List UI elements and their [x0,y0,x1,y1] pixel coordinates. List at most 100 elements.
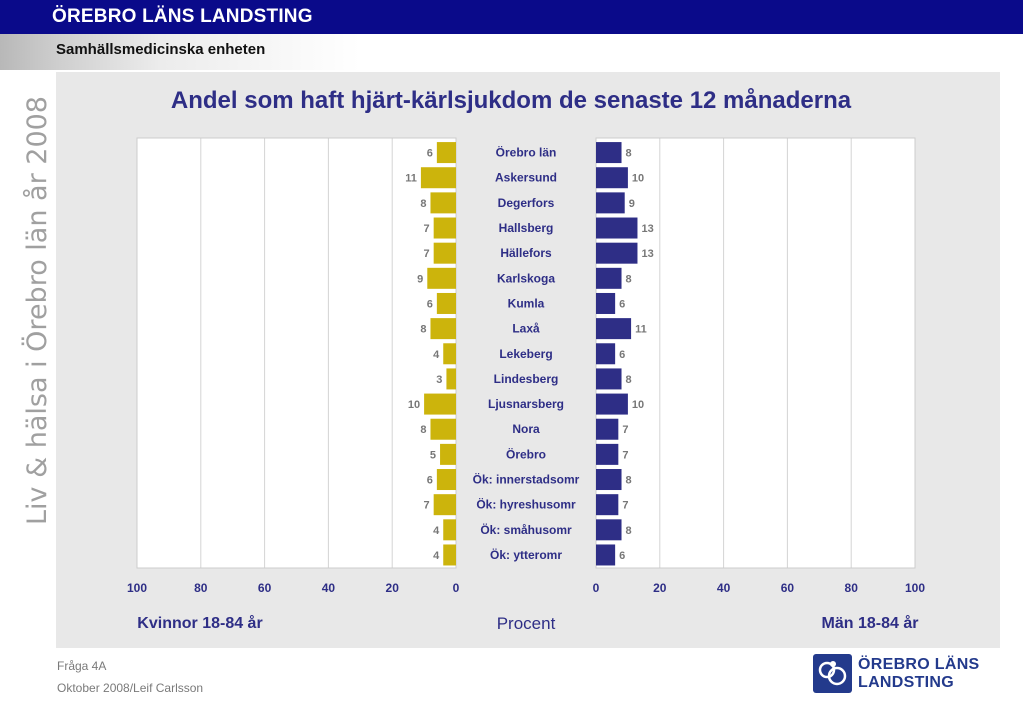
unit-title: Samhällsmedicinska enheten [56,41,266,58]
category-label: Lekeberg [499,347,552,361]
bar-women [443,519,456,541]
data-label-women: 9 [417,273,423,285]
data-label-men: 6 [619,349,625,361]
data-label-men: 8 [626,475,632,487]
data-label-women: 4 [433,349,440,361]
tick-label-men: 20 [653,581,667,595]
header-bar: ÖREBRO LÄNS LANDSTING [0,0,1023,34]
category-label: Karlskoga [497,271,555,285]
bar-men [596,318,632,340]
category-label: Örebro län [496,145,557,160]
tick-label-women: 20 [386,581,400,595]
footer-question: Fråga 4A [57,659,107,673]
category-label: Hällefors [500,246,552,260]
data-label-women: 7 [424,223,430,235]
data-label-men: 10 [632,399,644,411]
data-label-women: 4 [433,525,440,537]
bar-men [596,393,628,415]
tick-label-women: 60 [258,581,272,595]
bar-men [596,217,638,239]
data-label-men: 11 [635,324,647,336]
logo-line-1: ÖREBRO LÄNS [858,656,980,673]
data-label-women: 8 [420,198,426,210]
data-label-women: 6 [427,475,433,487]
data-label-men: 8 [626,525,632,537]
data-label-men: 6 [619,550,625,562]
data-label-men: 7 [622,424,628,436]
category-label: Askersund [495,171,557,185]
bar-women [436,142,456,164]
data-label-men: 9 [629,198,635,210]
category-label: Nora [512,422,540,436]
logo-mark [813,654,852,693]
data-label-women: 8 [420,324,426,336]
x-axis-label: Procent [497,614,556,633]
data-label-men: 8 [626,374,632,386]
plot-area-men [596,138,915,568]
data-label-men: 6 [619,298,625,310]
bar-women [440,443,456,465]
bar-women [424,393,456,415]
category-label: Ök: innerstadsomr [473,472,580,487]
category-label: Örebro [506,446,546,461]
tick-label-men: 100 [905,581,925,595]
category-label: Hallsberg [499,221,554,235]
bar-men [596,242,638,264]
bar-women [436,292,456,314]
bar-women [433,217,456,239]
bar-women [430,418,456,440]
chart-title: Andel som haft hjärt-kärlsjukdom de sena… [171,87,852,114]
category-label: Kumla [508,296,545,310]
category-label: Degerfors [498,196,555,210]
category-label: Ök: ytteromr [490,547,562,562]
bar-men [596,469,622,491]
bar-women [427,267,456,289]
legend-men: Män 18-84 år [822,614,919,632]
data-label-women: 6 [427,298,433,310]
category-label: Ök: småhusomr [480,522,572,537]
tick-label-women: 0 [453,581,460,595]
org-title: ÖREBRO LÄNS LANDSTING [52,6,313,27]
category-label: Ök: hyreshusomr [476,497,576,512]
bar-men [596,292,616,314]
plot-area-women [137,138,456,568]
data-label-women: 8 [420,424,426,436]
bar-men [596,343,616,365]
bar-women [443,544,456,566]
data-label-men: 8 [626,148,632,160]
data-label-women: 10 [408,399,420,411]
bar-men [596,167,628,189]
bar-women [420,167,456,189]
tick-label-men: 80 [845,581,859,595]
data-label-women: 3 [436,374,442,386]
tick-label-men: 60 [781,581,795,595]
bar-men [596,142,622,164]
bar-women [430,318,456,340]
data-label-women: 4 [433,550,440,562]
tick-label-women: 100 [127,581,147,595]
data-label-men: 13 [641,248,653,260]
data-label-women: 6 [427,148,433,160]
bar-men [596,494,619,516]
data-label-women: 11 [405,173,417,185]
logo-symbol-icon [818,661,847,686]
legend-women: Kvinnor 18-84 år [137,614,262,632]
data-label-men: 8 [626,273,632,285]
data-label-women: 7 [424,248,430,260]
data-label-men: 10 [632,173,644,185]
bar-men [596,192,625,214]
bar-men [596,418,619,440]
bar-women [430,192,456,214]
category-label: Ljusnarsberg [488,397,564,411]
bar-women [433,242,456,264]
data-label-men: 7 [622,449,628,461]
subheader-bar [0,34,1023,70]
bar-men [596,368,622,390]
data-label-women: 7 [424,500,430,512]
tick-label-men: 40 [717,581,731,595]
category-label: Lindesberg [494,372,559,386]
data-label-men: 13 [641,223,653,235]
bar-men [596,544,616,566]
bar-women [443,343,456,365]
